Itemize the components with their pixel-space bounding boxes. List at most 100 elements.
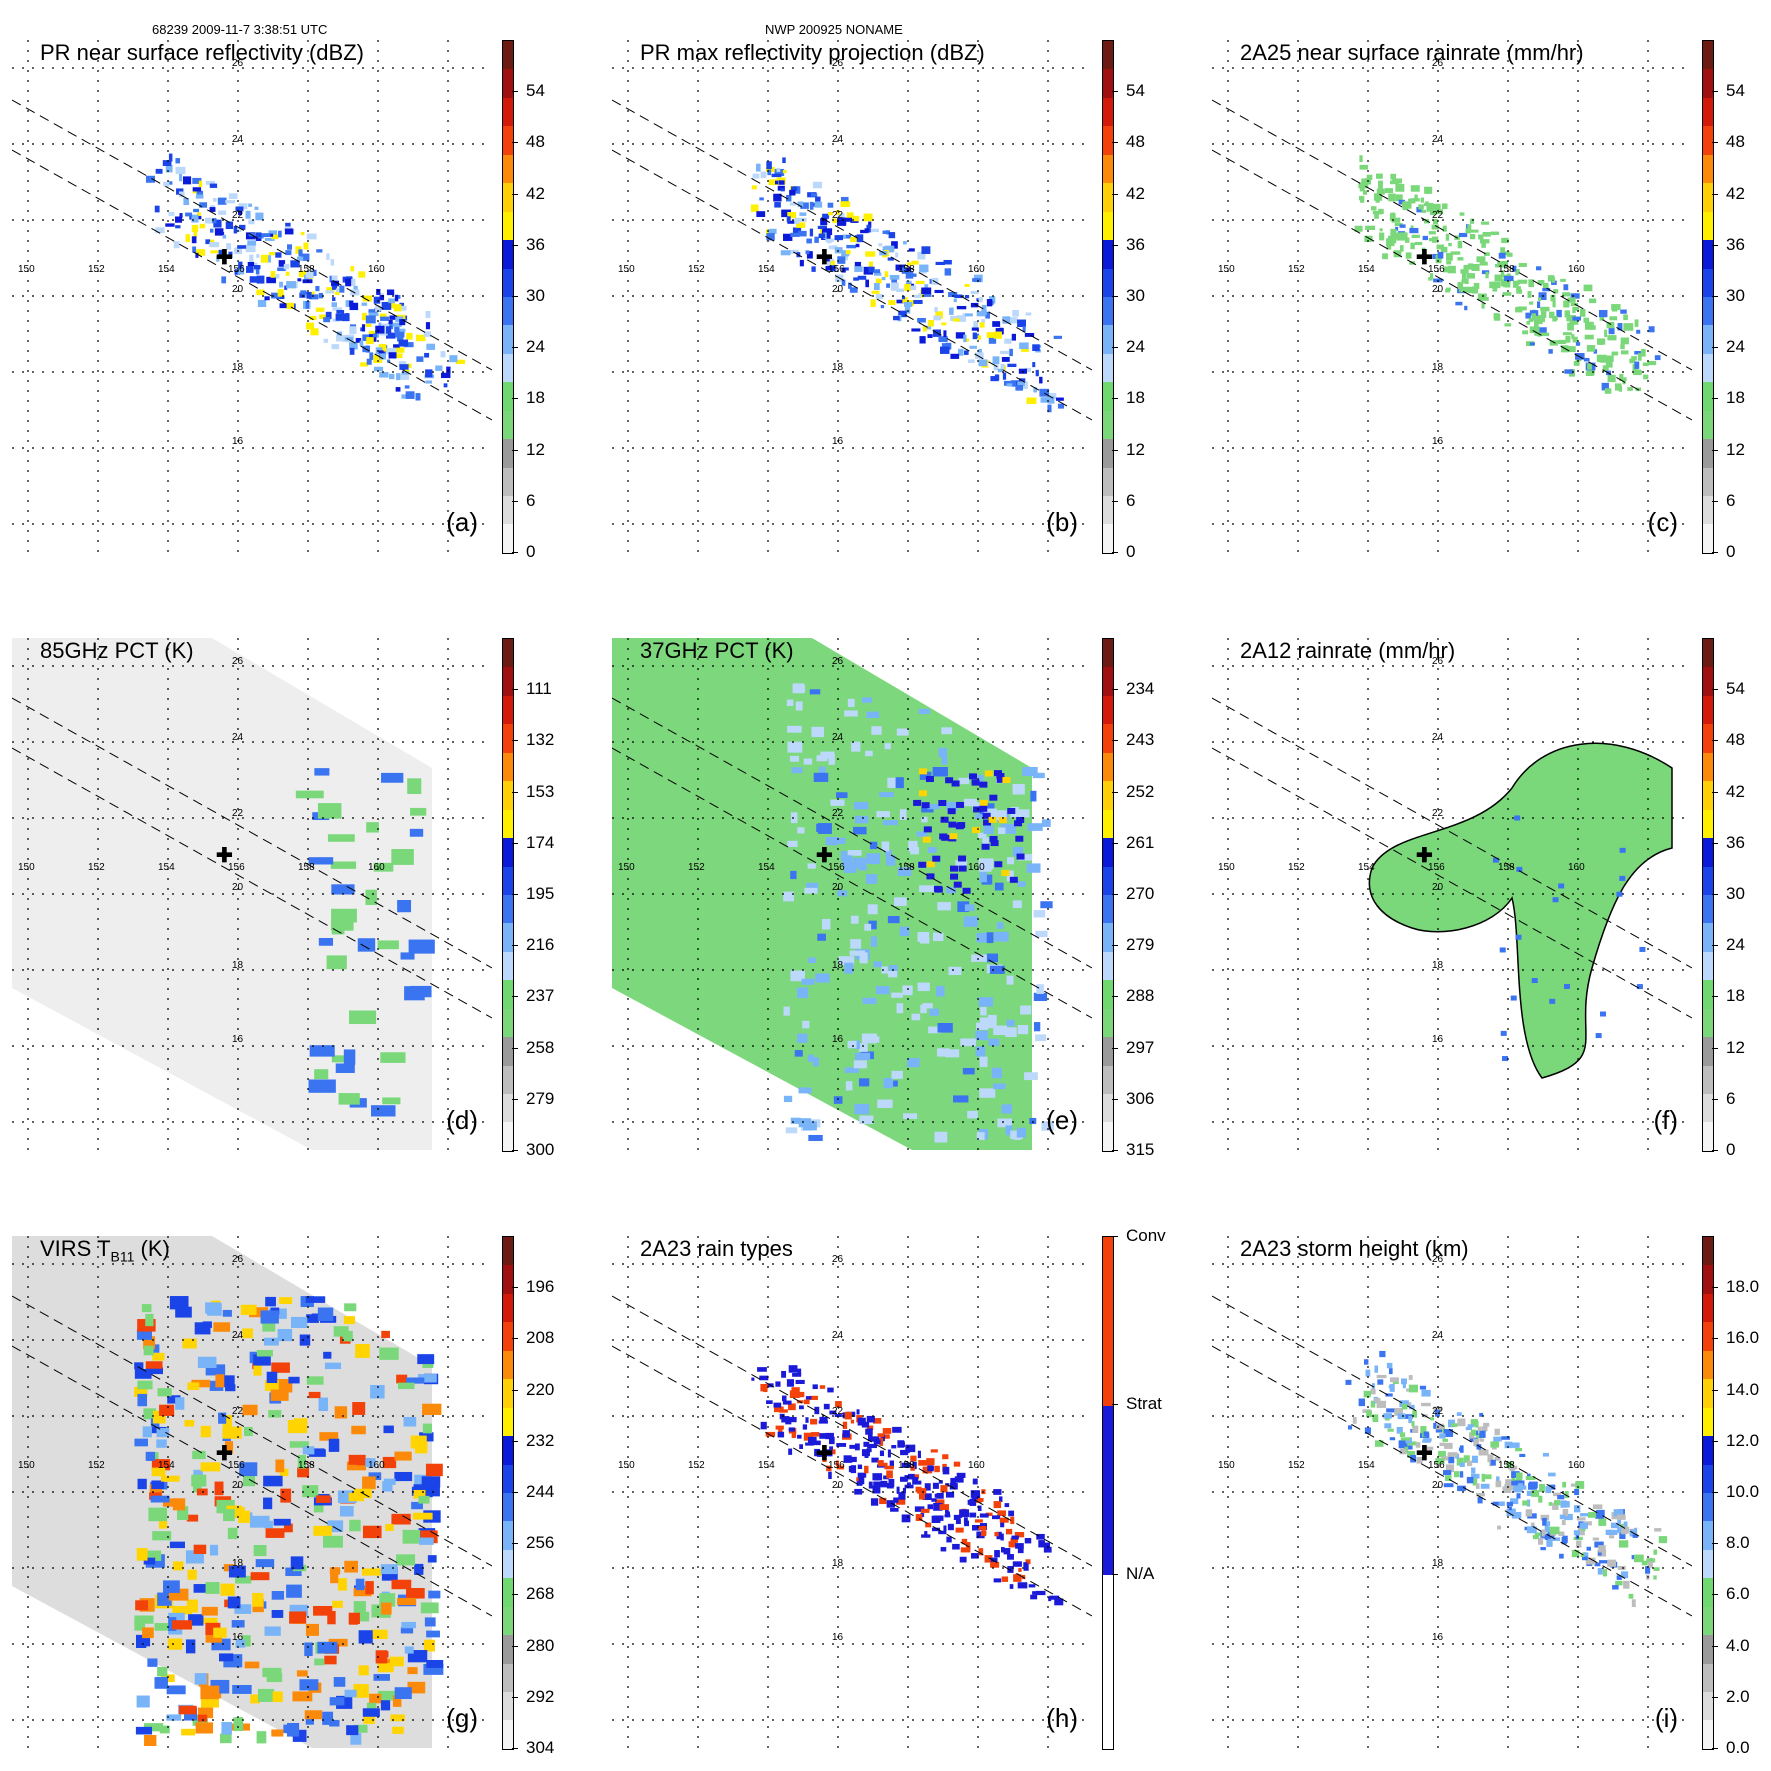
rain-pixel <box>1653 1575 1657 1580</box>
colorbar-segment <box>503 1379 513 1408</box>
rain-pixel <box>931 1527 941 1532</box>
colorbar-tick-mark <box>1712 552 1718 553</box>
colorbar-tick-label: 12 <box>1726 1037 1745 1057</box>
pct-pixel <box>836 792 848 799</box>
rain-pixel <box>1564 1513 1573 1521</box>
rain-pixel <box>863 266 873 275</box>
rain-pixel <box>209 207 216 212</box>
rain-pixel <box>1565 335 1571 343</box>
rain-pixel <box>896 288 905 293</box>
storm-center-marker: ✚ <box>216 1443 233 1465</box>
rain-pixel <box>969 345 977 349</box>
latitude-label: 26 <box>232 656 244 667</box>
ir-pixel <box>426 1630 440 1638</box>
pct-pixel <box>933 885 942 892</box>
rain-pixel <box>985 311 991 319</box>
colorbar-tick-mark <box>1112 244 1118 246</box>
rain-pixel <box>1531 313 1536 321</box>
rain-pixel <box>873 272 882 276</box>
rain-pixel <box>1491 281 1501 289</box>
ir-pixel <box>145 1313 154 1327</box>
rain-pixel <box>255 267 260 275</box>
colorbar-segment <box>503 268 513 297</box>
ir-pixel <box>381 1602 392 1615</box>
pct-pixel <box>815 973 830 983</box>
rain-pixel <box>1000 1521 1005 1528</box>
rain-pixel <box>884 271 889 278</box>
rain-pixel <box>1481 1426 1488 1432</box>
colorbar-segment <box>503 1436 513 1465</box>
ir-pixel <box>250 1572 270 1581</box>
ir-pixel <box>166 1685 186 1695</box>
colorbar-tick-mark <box>512 791 518 793</box>
pct-pixel <box>1022 766 1038 777</box>
ir-pixel <box>249 1515 270 1528</box>
rain-pixel <box>1557 339 1567 344</box>
latitude-label: 22 <box>232 210 244 221</box>
rain-pixel <box>1400 245 1404 252</box>
rain-pixel <box>388 352 397 359</box>
swath-edge-line <box>1212 697 1692 969</box>
rain-pixel <box>399 302 405 308</box>
latitude-label: 18 <box>232 1558 244 1569</box>
ir-pixel <box>322 1535 343 1548</box>
rain-pixel <box>923 293 932 297</box>
rain-pixel <box>1571 1549 1580 1558</box>
rain-pixel <box>780 250 791 256</box>
pct-pixel <box>977 832 987 839</box>
pct-pixel <box>894 897 907 906</box>
ir-pixel <box>142 1627 154 1639</box>
rain-pixel <box>1513 281 1520 285</box>
ir-pixel <box>159 1725 170 1734</box>
rain-pixel <box>933 315 941 321</box>
pct-pixel <box>899 926 910 937</box>
rain-pixel <box>440 351 446 358</box>
pct-pixel <box>790 870 797 880</box>
rain-pixel <box>443 383 448 388</box>
colorbar-tick-mark <box>1712 1287 1718 1289</box>
rain-pixel <box>828 1471 832 1480</box>
colorbar-segment <box>503 838 513 867</box>
rain-pixel <box>233 225 238 234</box>
colorbar-segment <box>503 439 513 468</box>
rain-pixel <box>1420 197 1425 203</box>
pct-pixel <box>317 803 342 819</box>
colorbar-segment <box>1703 838 1713 867</box>
rain-pixel <box>1399 1432 1406 1438</box>
rain-pixel <box>977 1505 982 1512</box>
ir-pixel <box>271 1729 284 1737</box>
rain-pixel <box>1551 277 1556 283</box>
pct-pixel <box>808 1134 823 1141</box>
rain-pixel <box>865 251 876 257</box>
rain-pixel <box>943 1525 947 1532</box>
latitude-label: 24 <box>832 134 844 145</box>
ir-pixel <box>323 1351 332 1359</box>
colorbar-tick-mark <box>1712 500 1718 502</box>
ir-pixel <box>194 1322 211 1335</box>
rain-pixel <box>1442 225 1447 232</box>
panel-title: PR max reflectivity projection (dBZ) <box>640 40 985 66</box>
rain-pixel <box>1540 1514 1550 1521</box>
pct-pixel <box>792 684 806 693</box>
rain-pixel <box>210 205 216 209</box>
ir-pixel <box>178 1705 197 1715</box>
colorbar-segment <box>1703 923 1713 952</box>
rain-pixel <box>1024 367 1031 373</box>
rain-pixel <box>1017 381 1025 386</box>
colorbar-tick-label: 6.0 <box>1726 1584 1750 1604</box>
rain-pixel <box>1013 1574 1022 1582</box>
rain-pixel <box>1500 270 1505 278</box>
rain-pixel <box>1370 1388 1376 1395</box>
colorbar-tick-mark <box>512 500 518 502</box>
rain-pixel <box>1502 292 1512 296</box>
colorbar-segment <box>1703 980 1713 1009</box>
pct-pixel <box>825 836 839 846</box>
colorbar-tick-mark <box>512 1047 518 1049</box>
latitude-label: 20 <box>232 284 244 295</box>
rain-pixel <box>197 212 202 218</box>
rain-pixel <box>1014 1531 1025 1538</box>
rain-pixel <box>1540 332 1550 337</box>
rain-pixel <box>773 1406 784 1413</box>
ir-pixel <box>397 1597 417 1606</box>
rain-pixel <box>1411 1421 1415 1427</box>
